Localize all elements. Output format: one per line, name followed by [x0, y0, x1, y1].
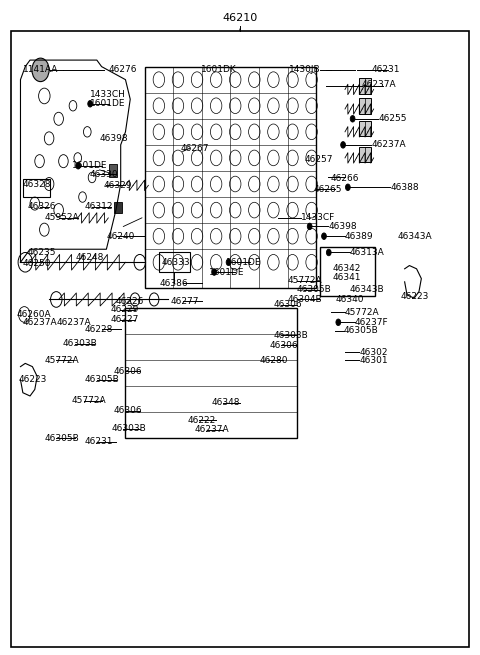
Text: 1601DE: 1601DE — [90, 100, 125, 108]
Text: 46305B: 46305B — [344, 326, 379, 335]
Text: 46228: 46228 — [85, 325, 113, 334]
Text: 46231: 46231 — [85, 437, 113, 446]
Text: 46227: 46227 — [110, 315, 139, 324]
Circle shape — [341, 141, 346, 148]
Circle shape — [32, 58, 49, 82]
Bar — [24, 179, 49, 197]
Text: 46306: 46306 — [114, 407, 142, 415]
Circle shape — [350, 115, 355, 122]
Text: 46328: 46328 — [23, 179, 51, 189]
Text: 46266: 46266 — [331, 174, 359, 183]
Text: 1430JB: 1430JB — [288, 66, 320, 75]
Text: 46342: 46342 — [333, 265, 361, 273]
Text: 1601DE: 1601DE — [226, 258, 261, 267]
Text: 46257: 46257 — [304, 155, 333, 164]
Text: 46340: 46340 — [336, 295, 364, 304]
Bar — [360, 98, 371, 113]
Text: 46313A: 46313A — [350, 248, 384, 257]
Text: 46226: 46226 — [116, 297, 144, 306]
Text: 46277: 46277 — [171, 297, 199, 306]
Text: 46303B: 46303B — [111, 424, 146, 433]
Text: 46398: 46398 — [99, 134, 128, 143]
Bar — [159, 252, 190, 272]
Text: 1601DK: 1601DK — [201, 66, 236, 75]
Text: 46389: 46389 — [345, 232, 373, 240]
Text: 46267: 46267 — [180, 143, 209, 153]
Text: 46265: 46265 — [314, 185, 342, 194]
Circle shape — [307, 223, 312, 230]
Text: 46237F: 46237F — [355, 318, 388, 327]
Text: 46235: 46235 — [28, 248, 56, 257]
Text: 45772A: 45772A — [44, 356, 79, 365]
Text: 46237A: 46237A — [56, 318, 91, 327]
Bar — [144, 67, 316, 288]
Text: 46229: 46229 — [110, 305, 139, 314]
Text: 46341: 46341 — [333, 272, 361, 282]
Text: 46329: 46329 — [104, 181, 132, 190]
Text: 46343B: 46343B — [350, 285, 384, 294]
Circle shape — [212, 269, 216, 275]
Text: 45952A: 45952A — [44, 214, 79, 223]
Text: 45772A: 45772A — [345, 308, 380, 317]
Text: 46222: 46222 — [188, 416, 216, 424]
Circle shape — [346, 184, 350, 191]
Text: 46305B: 46305B — [85, 375, 120, 384]
Text: 46326: 46326 — [28, 202, 56, 212]
Text: 46302: 46302 — [360, 348, 388, 357]
Text: 46260A: 46260A — [17, 310, 51, 319]
Text: 46306: 46306 — [114, 367, 142, 376]
Bar — [360, 79, 371, 94]
Text: 1141AA: 1141AA — [23, 66, 58, 75]
Text: 1601DE: 1601DE — [209, 267, 244, 276]
Bar — [360, 121, 371, 136]
Text: 46312: 46312 — [85, 202, 113, 212]
Circle shape — [88, 100, 93, 107]
Text: 46280: 46280 — [259, 356, 288, 365]
Text: 46343A: 46343A — [397, 232, 432, 240]
Text: 46248: 46248 — [75, 253, 104, 262]
Text: 46237A: 46237A — [195, 425, 229, 434]
Text: 46398: 46398 — [328, 222, 357, 231]
Bar — [114, 202, 122, 214]
Text: 46348: 46348 — [211, 398, 240, 407]
Bar — [360, 147, 371, 162]
Text: 46237A: 46237A — [371, 140, 406, 149]
Bar — [125, 308, 297, 438]
Text: 46276: 46276 — [109, 66, 137, 75]
Text: 46231: 46231 — [371, 66, 400, 75]
Text: 46237A: 46237A — [23, 318, 58, 327]
Text: 46305B: 46305B — [44, 434, 79, 443]
Text: 46301: 46301 — [360, 356, 388, 365]
Text: 1433CF: 1433CF — [301, 214, 336, 223]
Text: 46330: 46330 — [90, 170, 118, 179]
Text: 46250: 46250 — [23, 259, 51, 268]
Text: 46388: 46388 — [390, 183, 419, 192]
Text: 46303B: 46303B — [274, 331, 308, 340]
Circle shape — [76, 162, 81, 169]
Text: 46210: 46210 — [222, 12, 258, 23]
Circle shape — [336, 319, 341, 326]
Text: 46303B: 46303B — [62, 339, 97, 348]
Text: 46223: 46223 — [401, 291, 429, 301]
Circle shape — [326, 250, 331, 255]
Text: 46304B: 46304B — [288, 295, 323, 304]
Text: 46333: 46333 — [161, 258, 190, 267]
Text: 46306: 46306 — [274, 300, 302, 309]
Circle shape — [322, 233, 326, 240]
Text: 46223: 46223 — [18, 375, 47, 384]
Bar — [109, 164, 117, 178]
Text: 46255: 46255 — [378, 114, 407, 123]
Text: 45772A: 45772A — [72, 396, 107, 405]
Text: 46305B: 46305B — [296, 285, 331, 294]
Text: 1433CH: 1433CH — [90, 90, 126, 98]
Text: 46306: 46306 — [270, 341, 298, 350]
Bar — [320, 248, 375, 296]
Circle shape — [226, 259, 231, 265]
Text: 45772A: 45772A — [288, 276, 323, 285]
Text: 46237A: 46237A — [362, 81, 396, 89]
Text: 46386: 46386 — [160, 278, 189, 288]
Text: 1601DE: 1601DE — [72, 161, 108, 170]
Text: 46240: 46240 — [107, 232, 135, 240]
